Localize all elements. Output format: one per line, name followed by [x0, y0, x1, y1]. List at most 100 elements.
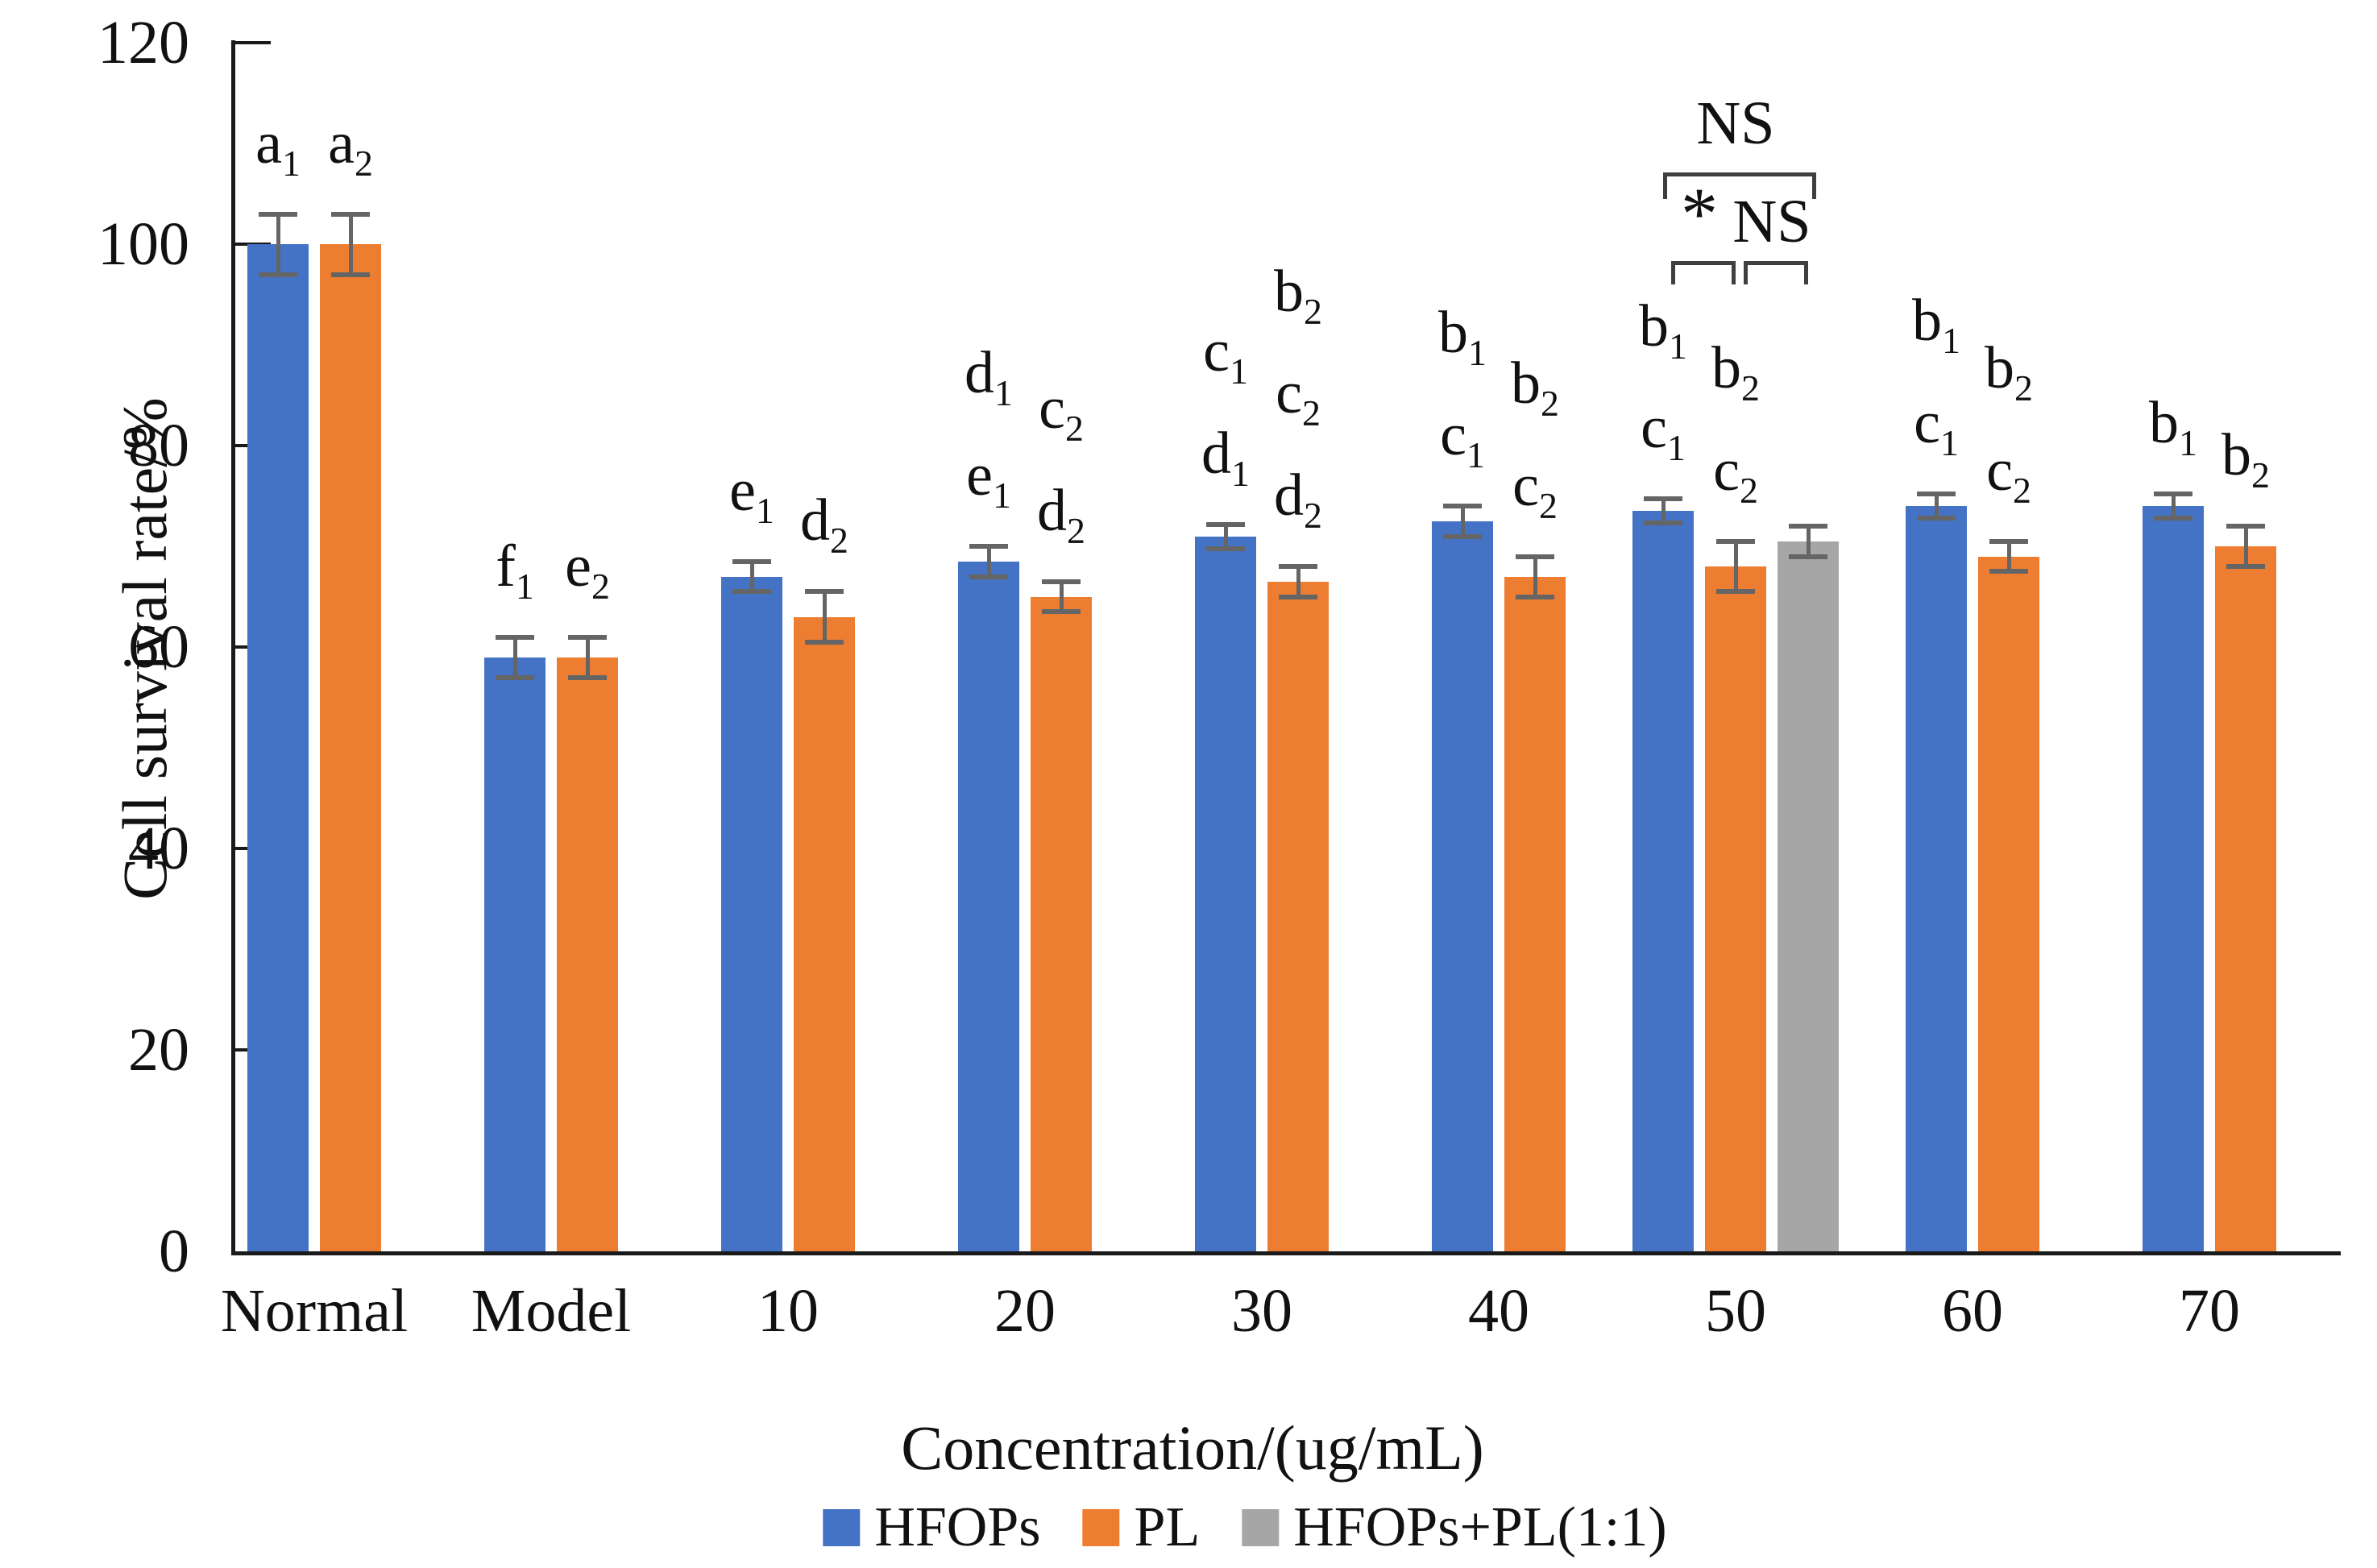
letter-labels-PL-Model: e2	[499, 525, 676, 628]
bar-PL-Model	[557, 657, 618, 1251]
letter-labels-PL-50: b2 c2	[1647, 327, 1824, 532]
bar-HFOPs-Normal	[247, 244, 309, 1251]
letter-labels-HFOPs-30: c1 d1	[1137, 310, 1314, 515]
x-tick-label-10: 10	[757, 1277, 819, 1345]
error-whisker	[750, 561, 754, 592]
letter-labels-PL-70: b2	[2157, 414, 2334, 516]
bar-PL-30	[1267, 581, 1329, 1251]
letter-label: b2	[1511, 350, 1559, 424]
letter-label: c1	[1203, 317, 1248, 392]
error-cap-bottom	[969, 574, 1008, 579]
error-whisker	[276, 214, 280, 275]
error-cap-bottom	[2226, 564, 2265, 569]
bar-HFOPs-40	[1432, 521, 1493, 1251]
y-tick-label-60: 60	[128, 613, 189, 681]
y-tick-label-0: 0	[159, 1217, 189, 1285]
error-cap-bottom	[259, 272, 297, 277]
sig-label-ns-top: NS	[1696, 89, 1775, 157]
y-tick-label-100: 100	[97, 210, 189, 278]
error-cap-top	[1989, 538, 2028, 544]
y-tick-label-120: 120	[97, 9, 189, 77]
letter-label: d2	[1037, 477, 1085, 551]
bar-PL-70	[2215, 546, 2276, 1251]
letter-labels-PL-30: b2 c2 d2	[1209, 251, 1387, 557]
sig-bracket-small	[1671, 261, 1736, 284]
letter-label: e1	[729, 457, 774, 531]
error-cap-top	[732, 558, 771, 564]
x-tick-label-50: 50	[1705, 1277, 1766, 1345]
error-cap-top	[969, 544, 1008, 549]
error-cap-bottom	[1789, 554, 1827, 559]
letter-labels-HFOPs-10: e1	[663, 450, 840, 552]
letter-label: e2	[565, 533, 610, 607]
letter-labels-HFOPs-70: b1	[2085, 382, 2262, 484]
bar-PL-10	[794, 616, 855, 1251]
error-whisker	[586, 637, 590, 678]
bar-HFOPs-Model	[484, 657, 546, 1251]
letter-labels-HFOPs-60: b1 c1	[1848, 280, 2025, 484]
letter-label: a1	[255, 110, 301, 184]
error-cap-top	[1644, 496, 1682, 502]
error-whisker	[1224, 524, 1228, 549]
x-axis-title: Concentration/(ug/mL)	[901, 1412, 1484, 1483]
bar-HFOPs-10	[721, 576, 782, 1251]
error-whisker	[987, 546, 991, 577]
letter-label: b1	[1912, 288, 1960, 362]
y-tick-label-20: 20	[128, 1016, 189, 1084]
bar-PL-60	[1978, 556, 2039, 1251]
letter-labels-PL-60: b2 c2	[1920, 327, 2097, 532]
error-cap-bottom	[1443, 533, 1482, 539]
sig-bracket-wide	[1663, 172, 1816, 199]
error-cap-bottom	[331, 272, 370, 277]
x-tick-label-30: 30	[1231, 1277, 1292, 1345]
error-cap-bottom	[805, 639, 844, 645]
error-cap-bottom	[1644, 521, 1682, 526]
legend-item-PL: PL	[1082, 1495, 1200, 1560]
letter-label: b2	[2221, 422, 2270, 496]
error-whisker	[1060, 581, 1064, 612]
error-cap-top	[496, 634, 534, 640]
letter-labels-PL-20: c2 d2	[973, 367, 1150, 572]
letter-label: c1	[1440, 402, 1485, 475]
bar-HFOPs-70	[2143, 506, 2204, 1251]
letter-labels-HFOPs-40: b1 c1	[1374, 292, 1551, 496]
error-cap-top	[2226, 524, 2265, 529]
letter-label: f1	[496, 533, 534, 607]
error-cap-top	[1516, 554, 1554, 559]
bar-HFOPs-50	[1632, 511, 1694, 1251]
error-cap-top	[805, 589, 844, 595]
letter-label: c2	[1039, 375, 1084, 449]
letter-labels-HFOPs-20: d1 e1	[900, 332, 1077, 537]
x-tick-label-70: 70	[2179, 1277, 2240, 1345]
error-whisker	[1807, 526, 1811, 557]
letter-labels-PL-10: d2	[736, 479, 913, 582]
letter-label: c1	[1641, 395, 1686, 469]
error-whisker	[2007, 541, 2011, 572]
error-whisker	[1533, 556, 1537, 597]
error-cap-bottom	[1516, 594, 1554, 599]
legend-label-HFOPs+PL(1:1): HFOPs+PL(1:1)	[1293, 1496, 1667, 1558]
letter-label: a2	[328, 110, 373, 184]
legend-label-HFOPs: HFOPs	[874, 1496, 1041, 1558]
legend: HFOPs PL HFOPs+PL(1:1)	[823, 1495, 1667, 1560]
y-tick-label-80: 80	[128, 412, 189, 479]
letter-label: d2	[1274, 463, 1322, 536]
bar-PL-40	[1504, 576, 1566, 1251]
x-tick-label-40: 40	[1468, 1277, 1529, 1345]
letter-label: b2	[1274, 258, 1322, 332]
error-cap-top	[1042, 579, 1081, 584]
error-whisker	[1296, 566, 1301, 597]
sig-label-ns: NS	[1732, 188, 1811, 255]
bar-PL-20	[1031, 596, 1092, 1251]
error-cap-bottom	[732, 589, 771, 595]
letter-label: c2	[1276, 360, 1321, 434]
error-whisker	[1661, 499, 1666, 524]
error-cap-bottom	[2154, 516, 2192, 521]
letter-label: b1	[1639, 292, 1687, 367]
bar-PL-50	[1705, 566, 1766, 1251]
error-whisker	[1935, 494, 1939, 518]
error-whisker	[1734, 541, 1738, 592]
letter-labels-HFOPs-Model: f1	[426, 525, 604, 628]
letter-label: e1	[966, 442, 1011, 516]
